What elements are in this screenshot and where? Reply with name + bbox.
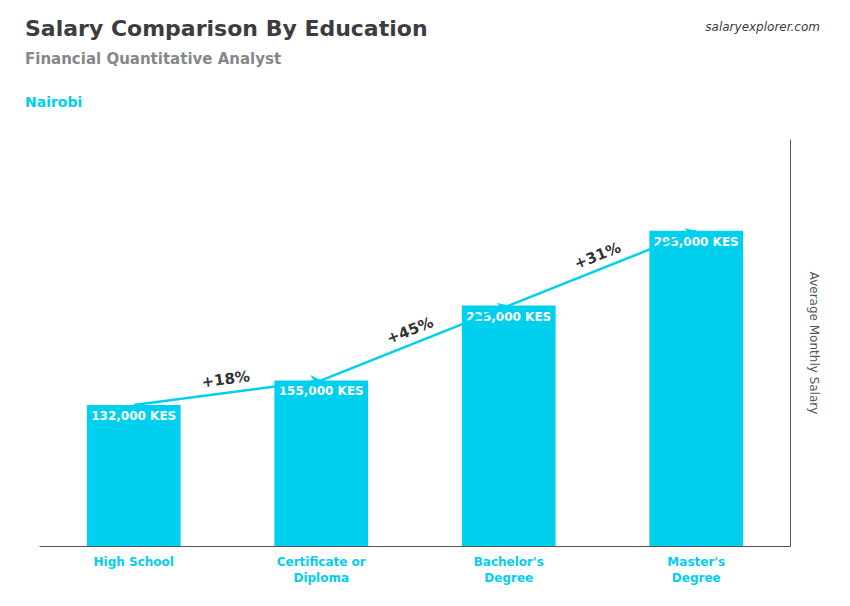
svg-text:295,000 KES: 295,000 KES	[653, 234, 739, 249]
svg-text:Degree: Degree	[672, 571, 721, 585]
svg-text:+31%: +31%	[572, 238, 624, 273]
svg-text:+45%: +45%	[384, 313, 436, 348]
svg-text:Financial Quantitative Analyst: Financial Quantitative Analyst	[25, 50, 281, 68]
svg-text:Master's: Master's	[667, 555, 725, 569]
svg-text:155,000 KES: 155,000 KES	[279, 384, 364, 398]
svg-text:Degree: Degree	[484, 571, 533, 585]
svg-text:salaryexplorer.com: salaryexplorer.com	[705, 20, 820, 34]
svg-text:Certificate or: Certificate or	[277, 555, 366, 569]
svg-text:225,000 KES: 225,000 KES	[466, 309, 552, 324]
svg-text:Average Monthly Salary: Average Monthly Salary	[807, 272, 821, 415]
svg-text:Salary Comparison By Education: Salary Comparison By Education	[25, 16, 428, 41]
svg-text:Diploma: Diploma	[293, 571, 349, 585]
svg-text:+18%: +18%	[201, 367, 251, 391]
svg-text:Nairobi: Nairobi	[25, 94, 82, 110]
svg-text:132,000 KES: 132,000 KES	[91, 409, 176, 423]
svg-text:Bachelor's: Bachelor's	[474, 555, 544, 569]
svg-text:High School: High School	[94, 555, 174, 569]
